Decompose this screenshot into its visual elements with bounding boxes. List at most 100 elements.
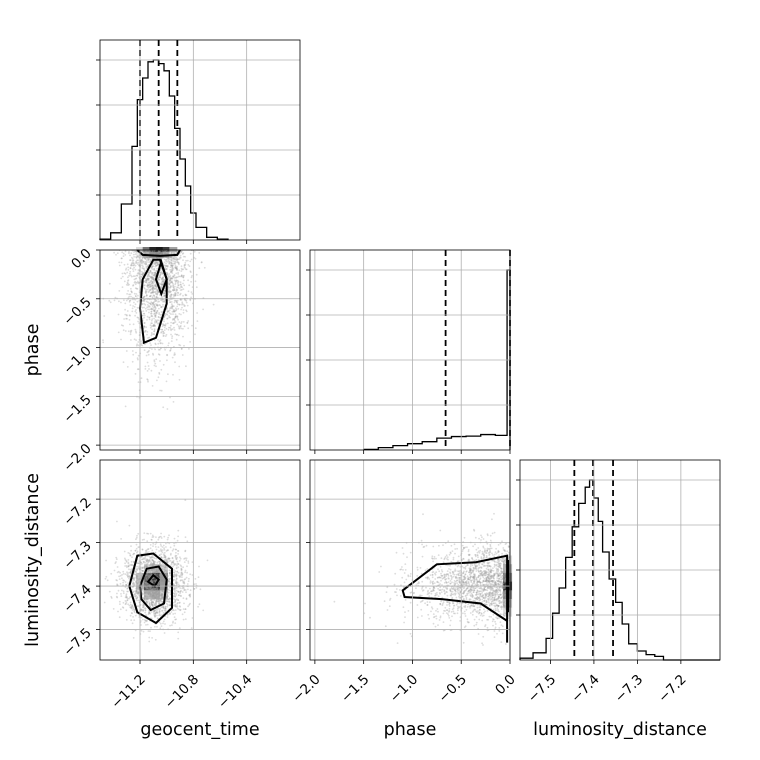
sample-point <box>158 373 161 375</box>
sample-point <box>146 304 149 306</box>
sample-point <box>115 579 118 581</box>
sample-point <box>151 282 154 284</box>
sample-point <box>136 582 139 585</box>
sample-point <box>426 601 429 603</box>
sample-point <box>479 577 482 580</box>
sample-point <box>171 262 174 265</box>
sample-point <box>156 310 159 312</box>
sample-point <box>160 283 163 286</box>
sample-point <box>161 551 164 554</box>
sample-point <box>158 313 161 315</box>
sample-point <box>156 612 159 614</box>
sample-point <box>150 568 153 571</box>
sample-point <box>503 592 506 595</box>
sample-point <box>488 591 491 594</box>
sample-point <box>155 304 158 306</box>
sample-point <box>157 339 159 341</box>
sample-point <box>157 316 160 318</box>
sample-point <box>159 250 162 253</box>
sample-point <box>189 573 192 576</box>
sample-point <box>140 273 143 276</box>
sample-point <box>490 600 493 603</box>
sample-point <box>136 575 139 578</box>
sample-point <box>150 579 153 581</box>
sample-point <box>180 589 182 592</box>
sample-point <box>160 285 163 288</box>
sample-point <box>160 588 163 591</box>
sample-point <box>159 581 162 584</box>
sample-point <box>451 593 453 596</box>
sample-point <box>168 289 171 292</box>
sample-point <box>141 273 144 276</box>
sample-point <box>148 286 151 289</box>
sample-point <box>446 556 449 558</box>
sample-point <box>502 568 505 570</box>
sample-point <box>168 262 171 265</box>
sample-point <box>125 559 128 562</box>
sample-point <box>174 292 177 295</box>
sample-point <box>166 613 169 616</box>
sample-point <box>161 284 164 286</box>
sample-point <box>127 559 130 561</box>
sample-point <box>147 613 150 616</box>
sample-point <box>497 600 500 602</box>
sample-point <box>182 275 185 278</box>
sample-point <box>473 563 476 566</box>
sample-point <box>154 591 157 594</box>
sample-point <box>170 328 172 331</box>
sample-point <box>146 574 148 577</box>
sample-point <box>483 589 486 591</box>
sample-point <box>147 591 150 593</box>
sample-point <box>143 618 146 621</box>
sample-point <box>165 600 168 603</box>
sample-point <box>444 556 447 558</box>
sample-point <box>150 596 153 598</box>
sample-point <box>127 561 130 564</box>
sample-point <box>164 607 167 610</box>
sample-point <box>174 258 177 261</box>
sample-point <box>502 604 505 607</box>
sample-point <box>177 529 180 532</box>
sample-point <box>437 587 439 590</box>
sample-point <box>499 580 502 583</box>
sample-point <box>170 281 172 283</box>
sample-point <box>176 305 179 308</box>
sample-point <box>188 604 191 606</box>
sample-point <box>173 589 176 592</box>
sample-point <box>129 554 132 556</box>
sample-point <box>150 599 153 601</box>
sample-point <box>424 569 427 572</box>
sample-point <box>174 361 176 364</box>
sample-point <box>124 581 127 583</box>
sample-point <box>168 299 171 302</box>
sample-point <box>145 581 148 584</box>
sample-point <box>157 250 160 253</box>
sample-point <box>157 600 160 603</box>
sample-point <box>173 575 176 578</box>
sample-point <box>194 280 197 283</box>
sample-point <box>475 616 478 618</box>
sample-point <box>125 596 128 599</box>
sample-point <box>176 315 179 318</box>
sample-point <box>483 556 485 559</box>
sample-point <box>163 587 165 589</box>
sample-point <box>110 595 113 598</box>
sample-point <box>476 551 479 554</box>
sample-point <box>178 303 181 306</box>
sample-point <box>128 299 131 302</box>
sample-point <box>141 539 144 541</box>
sample-point <box>141 558 143 561</box>
sample-point <box>156 289 158 291</box>
sample-point <box>468 598 471 600</box>
sample-point <box>119 574 122 577</box>
sample-point <box>173 273 176 276</box>
sample-point <box>153 312 156 315</box>
sample-point <box>502 582 505 585</box>
sample-point <box>174 264 177 267</box>
sample-point <box>466 618 469 621</box>
sample-point <box>479 583 482 586</box>
sample-point <box>457 591 459 593</box>
sample-point <box>170 270 173 273</box>
sample-point <box>170 256 173 259</box>
sample-point <box>172 305 175 307</box>
